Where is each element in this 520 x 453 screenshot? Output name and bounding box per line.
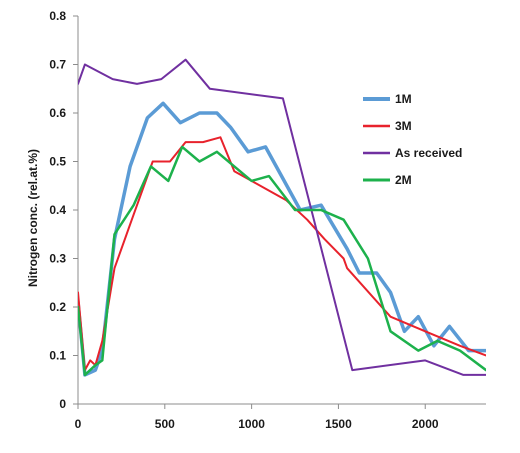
y-tick-label: 0.7 [49,58,66,72]
y-tick-label: 0.3 [49,252,66,266]
y-tick-label: 0.5 [49,155,66,169]
legend-label-2m: 2M [395,173,412,187]
chart-axes: 0 0.1 0.2 0.3 0.4 0.5 0.6 0.7 0.8 0 500 1000 1500 200… [26,9,486,431]
series-line-1m [78,101,486,377]
series-line-3m [78,136,486,372]
legend-label-3m: 3M [395,119,412,133]
x-tick-label: 1000 [238,417,265,431]
x-tick-label: 0 [75,417,82,431]
y-tick-label: 0.2 [49,300,66,314]
series-line-2m [78,145,486,377]
legend-label-1m: 1M [395,92,412,106]
y-tick-label: 0.4 [49,203,66,217]
y-tick-label: 0.8 [49,9,66,23]
y-tick-label: 0.6 [49,106,66,120]
legend-label-as-received: As received [395,146,462,160]
x-tick-label: 1500 [325,417,352,431]
y-tick-label: 0 [59,397,66,411]
y-tick-label: 0.1 [49,349,66,363]
chart-lines [78,58,486,377]
x-tick-label: 500 [155,417,175,431]
series-line-as-received [78,58,486,376]
x-tick-label: 2000 [412,417,439,431]
y-axis-title: Nitrogen conc. (rel.at.%) [26,149,40,287]
chart-legend: 1M 3M As received 2M [363,92,462,187]
